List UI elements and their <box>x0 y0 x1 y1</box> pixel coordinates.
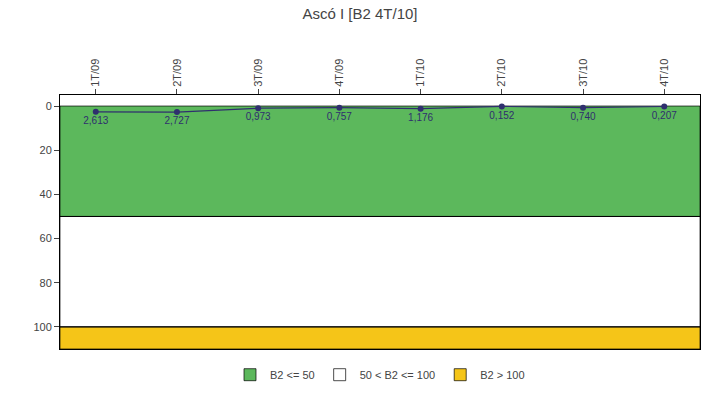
svg-text:80: 80 <box>40 277 52 289</box>
svg-text:60: 60 <box>40 232 52 244</box>
svg-text:B2 <= 50: B2 <= 50 <box>270 369 315 381</box>
svg-text:1,176: 1,176 <box>408 112 433 123</box>
svg-text:1T/10: 1T/10 <box>414 59 426 87</box>
svg-text:3T/10: 3T/10 <box>577 59 589 87</box>
svg-text:B2 > 100: B2 > 100 <box>480 369 524 381</box>
svg-text:2,613: 2,613 <box>83 115 108 126</box>
svg-text:0,740: 0,740 <box>571 111 596 122</box>
svg-text:0: 0 <box>46 100 52 112</box>
svg-text:Ascó I [B2 4T/10]: Ascó I [B2 4T/10] <box>302 5 417 22</box>
svg-text:100: 100 <box>33 321 51 333</box>
svg-text:2T/10: 2T/10 <box>495 59 507 87</box>
svg-text:20: 20 <box>40 144 52 156</box>
svg-text:0,207: 0,207 <box>652 110 677 121</box>
svg-text:3T/09: 3T/09 <box>252 59 264 87</box>
svg-text:40: 40 <box>40 188 52 200</box>
svg-text:4T/09: 4T/09 <box>333 59 345 87</box>
svg-text:0,152: 0,152 <box>489 110 514 121</box>
svg-text:50 < B2 <= 100: 50 < B2 <= 100 <box>360 369 436 381</box>
svg-text:2T/09: 2T/09 <box>171 59 183 87</box>
svg-text:2,727: 2,727 <box>164 115 189 126</box>
svg-text:0,757: 0,757 <box>327 111 352 122</box>
svg-text:4T/10: 4T/10 <box>658 59 670 87</box>
svg-text:1T/09: 1T/09 <box>89 59 101 87</box>
svg-text:0,973: 0,973 <box>246 111 271 122</box>
